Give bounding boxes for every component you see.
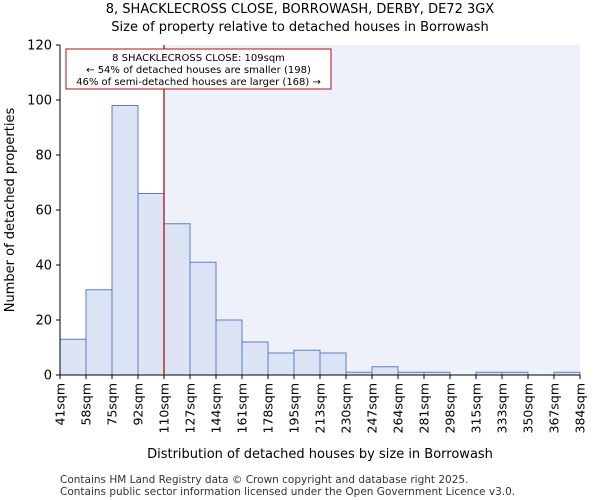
- x-tick-label: 161sqm: [235, 383, 250, 433]
- footer-line-1: Contains HM Land Registry data © Crown c…: [60, 474, 469, 486]
- y-tick-label: 100: [27, 94, 52, 109]
- x-tick-label: 195sqm: [287, 383, 302, 433]
- x-tick-label: 315sqm: [469, 383, 484, 433]
- x-tick-label: 213sqm: [313, 383, 328, 433]
- x-tick-label: 264sqm: [391, 383, 406, 433]
- annotation-line: 8 SHACKLECROSS CLOSE: 109sqm: [112, 53, 285, 64]
- x-tick-label: 41sqm: [53, 383, 68, 426]
- x-tick-label: 92sqm: [131, 383, 146, 426]
- histogram-bar: [137, 193, 165, 376]
- histogram-bar: [371, 366, 399, 376]
- histogram-bar: [241, 341, 269, 376]
- x-tick-label: 144sqm: [209, 383, 224, 433]
- x-tick-label: 110sqm: [157, 383, 172, 433]
- annotation-line: 46% of semi-detached houses are larger (…: [76, 77, 321, 88]
- y-tick-label: 40: [35, 259, 52, 274]
- histogram-bar: [163, 223, 191, 376]
- y-tick-label: 80: [35, 149, 52, 164]
- x-tick-label: 333sqm: [495, 383, 510, 433]
- histogram-bar: [319, 352, 347, 376]
- x-tick-label: 58sqm: [79, 383, 94, 426]
- chart-title: 8, SHACKLECROSS CLOSE, BORROWASH, DERBY,…: [105, 2, 495, 17]
- x-tick-label: 75sqm: [105, 383, 120, 426]
- histogram-bar: [189, 261, 217, 376]
- annotation-line: ← 54% of detached houses are smaller (19…: [86, 65, 311, 76]
- x-tick-label: 127sqm: [183, 383, 198, 433]
- x-tick-label: 178sqm: [261, 383, 276, 433]
- x-tick-label: 367sqm: [547, 383, 562, 433]
- histogram-bar: [215, 319, 243, 376]
- histogram-bar: [267, 352, 295, 376]
- y-tick-label: 120: [27, 39, 52, 54]
- y-tick-label: 20: [35, 314, 52, 329]
- x-tick-label: 384sqm: [573, 383, 588, 433]
- y-axis-label: Number of detached properties: [3, 108, 18, 313]
- histogram-bar: [85, 289, 113, 376]
- x-tick-label: 281sqm: [417, 383, 432, 433]
- histogram-bar: [111, 105, 139, 376]
- x-tick-label: 350sqm: [521, 383, 536, 433]
- y-tick-label: 0: [44, 369, 52, 384]
- y-tick-label: 60: [35, 204, 52, 219]
- x-tick-label: 230sqm: [339, 383, 354, 433]
- histogram-bar: [293, 349, 321, 376]
- x-axis-label: Distribution of detached houses by size …: [147, 447, 493, 462]
- annotation-box: [65, 48, 332, 90]
- histogram-bar: [59, 338, 87, 376]
- footer-line-2: Contains public sector information licen…: [60, 486, 516, 498]
- x-tick-label: 247sqm: [365, 383, 380, 433]
- x-tick-label: 298sqm: [443, 383, 458, 433]
- chart-subtitle: Size of property relative to detached ho…: [111, 20, 489, 35]
